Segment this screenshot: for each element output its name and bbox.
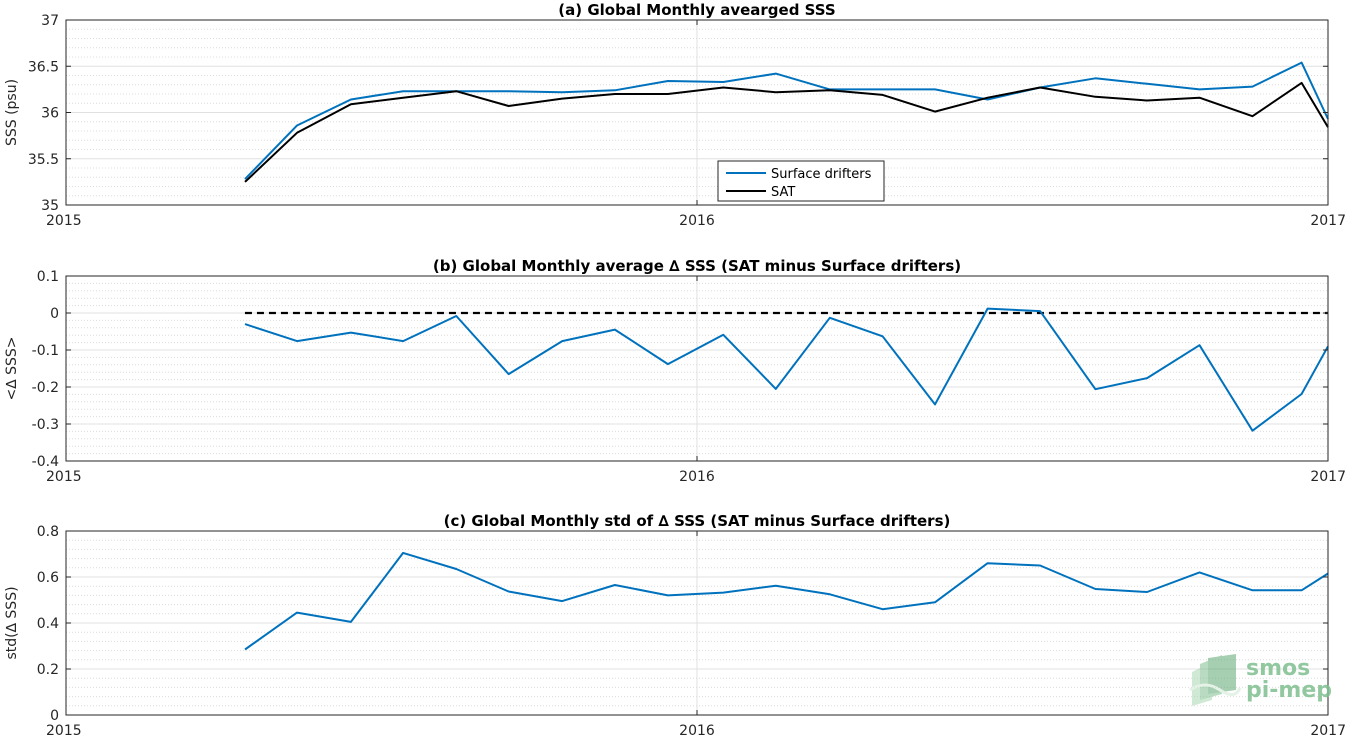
y-tick-label: 35 (41, 198, 59, 214)
logo-mark-icon (1189, 654, 1242, 706)
y-axis-label: <∆ SSS> (4, 337, 20, 401)
y-axis-label: SSS (psu) (4, 79, 20, 146)
legend-label: Surface drifters (771, 167, 872, 182)
series-line-0 (244, 551, 1329, 651)
legend: Surface drifters SAT (717, 160, 885, 202)
x-tick-label: 2017 (1310, 469, 1346, 485)
panel-title: (a) Global Monthly avearged SSS (558, 1, 835, 19)
series-line-surface-drifters (244, 61, 1329, 180)
y-tick-label: 0.1 (37, 269, 59, 285)
panel-title: (b) Global Monthly average ∆ SSS (SAT mi… (433, 257, 961, 275)
x-tick-label: 2015 (46, 213, 82, 229)
legend-label: SAT (771, 185, 795, 200)
x-tick-label: 2015 (46, 723, 82, 736)
legend-box (717, 160, 885, 202)
y-tick-label: 37 (41, 13, 59, 29)
y-tick-label: 36 (41, 106, 59, 122)
x-tick-label: 2016 (679, 213, 715, 229)
x-tick-label: 2016 (679, 469, 715, 485)
x-tick-label: 2015 (46, 469, 82, 485)
panel-title: (c) Global Monthly std of ∆ SSS (SAT min… (444, 512, 951, 530)
y-tick-label: 35.5 (28, 152, 59, 168)
panel-b: -0.4 -0.3 -0.2 -0.1 0 0.1 2015 2016 2017 (b) Glob… (4, 257, 1346, 485)
y-tick-label: 0.8 (37, 524, 59, 540)
x-tick-label: 2017 (1310, 723, 1346, 736)
series-line-0 (244, 307, 1329, 432)
y-tick-label: 0.6 (37, 570, 59, 586)
panel-c: 0 0.2 0.4 0.6 0.8 2015 2016 2017 (c) Global Mont… (4, 512, 1346, 736)
smos-pi-mep-logo: smos pi-mep (1189, 654, 1332, 706)
y-tick-label: 0 (50, 708, 59, 724)
y-axis-label: std(∆ SSS) (4, 586, 20, 659)
x-tick-label: 2016 (679, 723, 715, 736)
y-tick-label: 36.5 (28, 59, 59, 75)
y-tick-label: -0.1 (32, 343, 59, 359)
logo-line1: smos (1246, 656, 1310, 681)
panel-a: 35 35.5 36 36.5 37 2015 2016 2017 (a) Global Mon… (4, 1, 1346, 229)
y-tick-label: 0.4 (37, 616, 59, 632)
logo-line2: pi-mep (1246, 678, 1332, 703)
y-tick-label: -0.2 (32, 380, 59, 396)
y-tick-label: 0.2 (37, 662, 59, 678)
x-tick-label: 2017 (1310, 213, 1346, 229)
y-tick-label: 0 (50, 306, 59, 322)
y-tick-label: -0.4 (32, 454, 59, 470)
y-tick-label: -0.3 (32, 417, 59, 433)
series-line-sat (244, 81, 1329, 183)
